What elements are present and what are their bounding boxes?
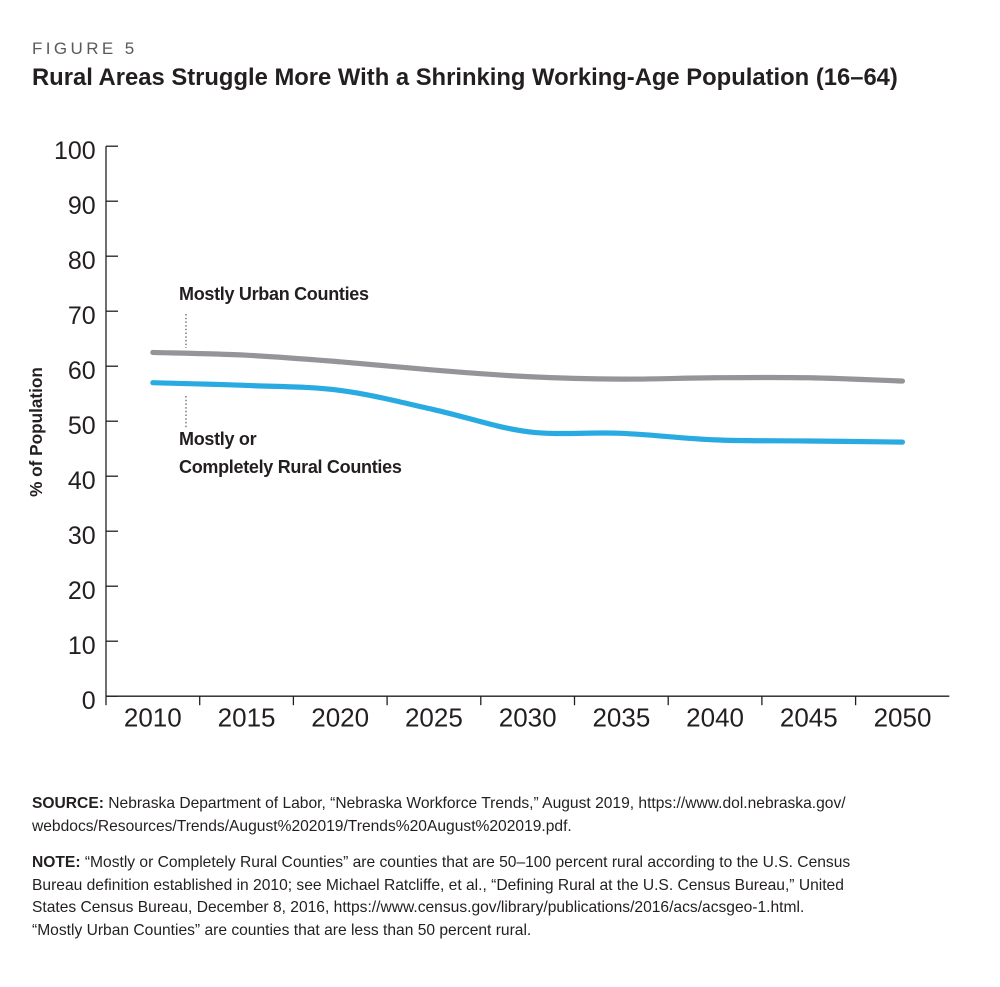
svg-text:2040: 2040 [686,703,744,733]
svg-text:70: 70 [68,302,96,330]
svg-text:2025: 2025 [405,703,463,733]
svg-text:30: 30 [68,522,96,550]
svg-text:100: 100 [54,137,96,165]
svg-text:2030: 2030 [499,703,557,733]
svg-text:20: 20 [68,577,96,605]
svg-text:% of Population: % of Population [26,367,46,497]
svg-text:2035: 2035 [592,703,650,733]
svg-text:60: 60 [68,357,96,385]
svg-text:2020: 2020 [311,703,369,733]
svg-text:50: 50 [68,412,96,440]
svg-text:2015: 2015 [218,703,276,733]
svg-text:Completely Rural Counties: Completely Rural Counties [179,457,402,477]
svg-text:Mostly or: Mostly or [179,429,257,449]
svg-text:2045: 2045 [780,703,838,733]
svg-text:2010: 2010 [124,703,182,733]
svg-text:0: 0 [82,687,96,715]
svg-text:40: 40 [68,467,96,495]
svg-text:10: 10 [68,632,96,660]
svg-text:90: 90 [68,192,96,220]
svg-text:2050: 2050 [874,703,932,733]
svg-text:80: 80 [68,247,96,275]
svg-text:Mostly Urban Counties: Mostly Urban Counties [179,284,369,304]
